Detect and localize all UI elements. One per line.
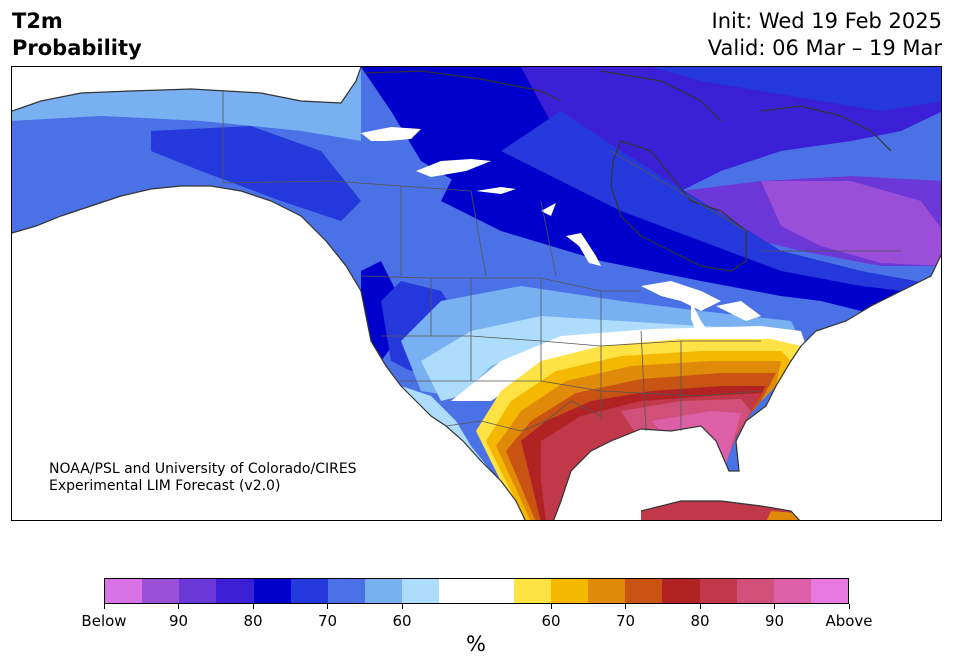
colorbar-tick xyxy=(401,604,403,609)
colorbar-swatch xyxy=(588,579,626,603)
colorbar-tick xyxy=(625,604,626,609)
colorbar-swatch xyxy=(290,579,328,603)
credit-line-2: Experimental LIM Forecast (v2.0) xyxy=(49,478,281,494)
colorbar-tick-label: 70 xyxy=(317,612,338,630)
colorbar-tick-label: 80 xyxy=(690,612,710,630)
colorbar-tick-label: Below xyxy=(81,612,127,630)
title-line-1: T2m xyxy=(12,9,63,33)
colorbar-swatch xyxy=(216,579,254,603)
colorbar-swatch xyxy=(810,579,849,603)
colorbar-tick xyxy=(774,604,775,609)
colorbar-tick-label: 60 xyxy=(541,612,561,630)
map-panel xyxy=(11,66,942,521)
colorbar-tick xyxy=(252,604,254,609)
colorbar-swatch xyxy=(179,579,217,603)
probability-map xyxy=(12,67,941,520)
credit-text: NOAA/PSL and University of Colorado/CIRE… xyxy=(49,461,357,495)
colorbar-tick xyxy=(550,604,552,609)
chart-title: T2m Probability xyxy=(12,8,142,62)
colorbar-tick xyxy=(178,604,179,609)
colorbar-tick-label: 70 xyxy=(615,612,636,630)
forecast-dates: Init: Wed 19 Feb 2025 Valid: 06 Mar – 19… xyxy=(708,8,942,62)
colorbar-swatch xyxy=(513,579,551,603)
colorbar-swatch xyxy=(625,579,663,603)
colorbar-tick-label: 90 xyxy=(168,612,189,630)
colorbar-swatch xyxy=(550,579,589,603)
credit-line-1: NOAA/PSL and University of Colorado/CIRE… xyxy=(49,461,357,477)
init-date: Init: Wed 19 Feb 2025 xyxy=(711,9,942,33)
colorbar-tick-label: Above xyxy=(825,612,873,630)
colorbar-tick xyxy=(327,604,328,609)
colorbar-swatch xyxy=(105,579,143,603)
colorbar-tick xyxy=(699,604,701,609)
colorbar-unit: % xyxy=(466,632,486,656)
colorbar-tick-label: 80 xyxy=(243,612,263,630)
colorbar-swatch xyxy=(662,579,700,603)
valid-range: Valid: 06 Mar – 19 Mar xyxy=(707,36,942,60)
colorbar-swatch xyxy=(253,579,291,603)
colorbar xyxy=(104,578,849,604)
colorbar-swatch xyxy=(402,579,440,603)
title-line-2: Probability xyxy=(12,36,142,60)
colorbar-swatch xyxy=(773,579,811,603)
borders xyxy=(222,91,901,432)
lakes xyxy=(361,127,761,339)
colorbar-swatch xyxy=(365,579,403,603)
colorbar-swatch xyxy=(439,579,477,603)
colorbar-swatch xyxy=(476,579,514,603)
colorbar-tick xyxy=(103,604,105,609)
colorbar-tick-label: 90 xyxy=(764,612,785,630)
colorbar-swatch xyxy=(699,579,737,603)
colorbar-swatch xyxy=(327,579,366,603)
colorbar-swatch xyxy=(142,579,180,603)
colorbar-tick-label: 60 xyxy=(392,612,412,630)
coastlines xyxy=(12,67,941,520)
colorbar-swatch xyxy=(736,579,774,603)
colorbar-tick xyxy=(848,604,850,609)
